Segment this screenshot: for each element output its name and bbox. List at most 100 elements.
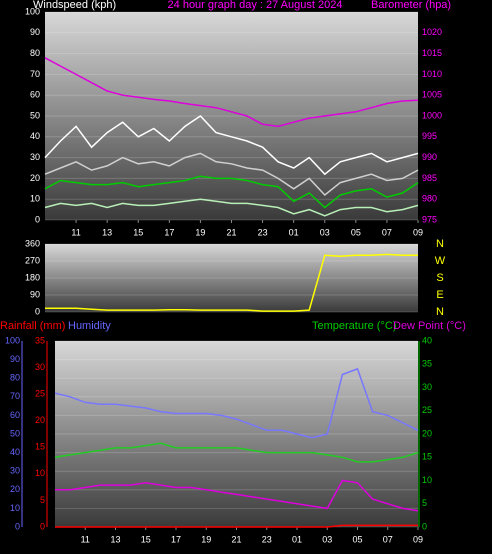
y-tick-label: 80	[30, 48, 40, 58]
y-tick-label: 90	[10, 354, 20, 364]
series-line	[54, 442, 419, 463]
series-line	[55, 524, 418, 528]
x-tick-label: 21	[231, 534, 241, 544]
y-tick-label: 60	[30, 90, 40, 100]
y2-tick-label: E	[436, 289, 443, 301]
y-tick-label: 100	[5, 335, 20, 345]
x-tick-label: 01	[289, 227, 299, 237]
series-line	[44, 115, 419, 176]
y-tick-label: 80	[10, 373, 20, 383]
x-tick-label: 13	[102, 227, 112, 237]
y-tick-label: 0	[35, 214, 40, 224]
x-tick-label: 17	[171, 534, 181, 544]
y-tick-label: 70	[10, 391, 20, 401]
y3-tick-label: 25	[35, 389, 45, 399]
y2-tick-label: 995	[422, 131, 437, 141]
y2-tick-label: 10	[422, 475, 432, 485]
x-tick-label: 11	[81, 534, 90, 544]
y2-tick-label: 990	[422, 152, 437, 162]
y2-axis-title: Barometer (hpa)	[371, 0, 451, 11]
x-tick-label: 17	[164, 227, 174, 237]
x-tick-label: 05	[351, 227, 361, 237]
x-tick-label: 01	[292, 534, 302, 544]
x-tick-label: 07	[382, 227, 392, 237]
y2-tick-label: N	[436, 238, 444, 250]
y-tick-label: 70	[30, 69, 40, 79]
x-tick-label: 23	[258, 227, 268, 237]
y2-axis-title: Temperature (°C)	[312, 320, 396, 332]
y-axis-title: Windspeed (kph)	[33, 0, 116, 11]
y2-tick-label: 1000	[422, 110, 442, 120]
y-tick-label: 40	[10, 447, 20, 457]
y2-tick-label: 40	[422, 335, 432, 345]
y2-tick-label: 1015	[422, 48, 442, 58]
y-tick-label: 90	[30, 27, 40, 37]
y-tick-label: 20	[30, 173, 40, 183]
series-line	[54, 367, 419, 439]
y2-tick-label: 25	[422, 405, 432, 415]
y-tick-label: 30	[30, 152, 40, 162]
plot-area	[55, 341, 418, 527]
y3-tick-label: 30	[35, 362, 45, 372]
x-tick-label: 03	[322, 534, 332, 544]
x-tick-label: 23	[262, 534, 272, 544]
x-tick-label: 19	[201, 534, 211, 544]
y2-tick-label: 35	[422, 359, 432, 369]
y-tick-label: 10	[10, 503, 20, 513]
y3-tick-label: 20	[35, 415, 45, 425]
x-tick-label: 21	[226, 227, 236, 237]
y-tick-label: 50	[30, 110, 40, 120]
y2-tick-label: 30	[422, 382, 432, 392]
y-tick-label: 50	[10, 428, 20, 438]
y2-tick-label: 1010	[422, 69, 442, 79]
legend-label: Dew Point (°C)	[393, 320, 466, 332]
y2-tick-label: 5	[422, 498, 427, 508]
x-tick-label: 09	[413, 227, 423, 237]
y-tick-label: 10	[30, 194, 40, 204]
y3-tick-label: 10	[35, 468, 45, 478]
x-tick-label: 09	[413, 534, 423, 544]
y2-tick-label: 1020	[422, 27, 442, 37]
series-line	[44, 175, 419, 209]
y-tick-label: 100	[25, 6, 40, 16]
x-tick-label: 19	[195, 227, 205, 237]
x-tick-label: 05	[352, 534, 362, 544]
series-line	[44, 152, 419, 197]
x-tick-label: 07	[383, 534, 393, 544]
series-line	[44, 57, 419, 128]
y3-tick-label: 15	[35, 442, 45, 452]
y-axis-title: Humidity	[68, 320, 111, 332]
y2-tick-label: 15	[422, 452, 432, 462]
y3-tick-label: 0	[40, 521, 45, 531]
y2-tick-label: N	[436, 306, 444, 318]
y2-tick-label: S	[436, 272, 443, 284]
series-line	[55, 479, 419, 512]
y2-tick-label: 980	[422, 194, 437, 204]
y-tick-label: 30	[10, 466, 20, 476]
y-tick-label: 60	[10, 410, 20, 420]
y2-tick-label: 985	[422, 173, 437, 183]
y-tick-label: 360	[25, 238, 40, 248]
x-tick-label: 15	[133, 227, 143, 237]
y-tick-label: 90	[30, 289, 40, 299]
y2-tick-label: 1005	[422, 90, 442, 100]
y2-tick-label: W	[435, 255, 446, 267]
x-tick-label: 13	[110, 534, 120, 544]
y3-tick-label: 35	[35, 335, 45, 345]
y3-tick-label: 5	[40, 495, 45, 505]
y2-tick-label: 0	[422, 521, 427, 531]
x-tick-label: 15	[141, 534, 151, 544]
series-line	[44, 198, 419, 217]
y2-tick-label: 975	[422, 214, 437, 224]
chart-title: 24 hour graph day : 27 August 2024	[168, 0, 343, 11]
y-tick-label: 270	[25, 255, 40, 265]
x-tick-label: 03	[320, 227, 330, 237]
y-tick-label: 0	[35, 306, 40, 316]
y-tick-label: 20	[10, 484, 20, 494]
y-tick-label: 0	[15, 521, 20, 531]
y3-axis-title: Rainfall (mm)	[0, 320, 65, 332]
x-tick-label: 11	[71, 227, 80, 237]
series-line	[45, 253, 418, 312]
